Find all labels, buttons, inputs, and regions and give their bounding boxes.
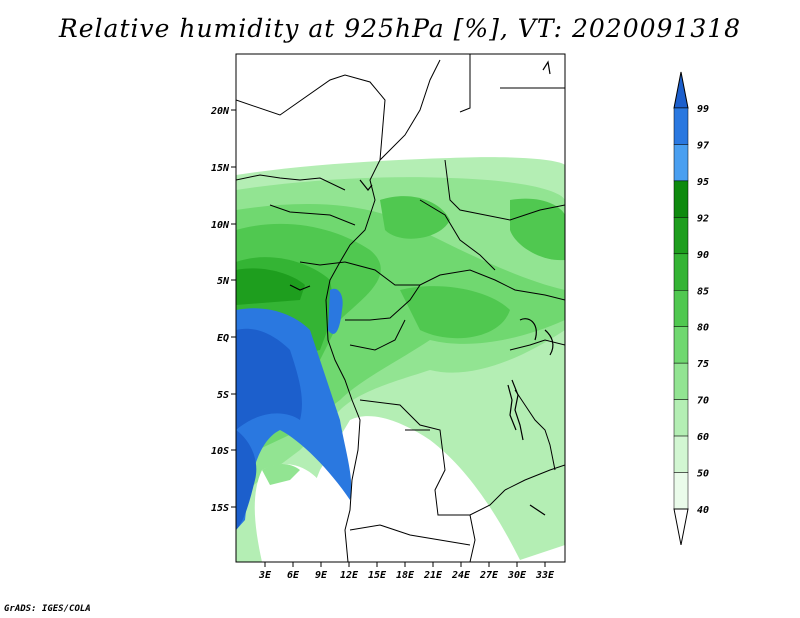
colorbar-label: 99 bbox=[697, 104, 709, 115]
colorbar-segment bbox=[673, 399, 689, 437]
lon-tick-label: 33E bbox=[535, 570, 555, 581]
lat-tick-label: EQ bbox=[217, 333, 229, 344]
lon-tick-label: 27E bbox=[479, 570, 499, 581]
colorbar-label: 95 bbox=[697, 177, 709, 188]
colorbar-label: 90 bbox=[697, 250, 709, 261]
colorbar-label: 92 bbox=[697, 213, 709, 224]
colorbar-segment bbox=[673, 472, 689, 510]
colorbar-label: 97 bbox=[697, 140, 709, 151]
map-title: Relative humidity at 925hPa [%], VT: 202… bbox=[58, 14, 742, 43]
colorbar-segment bbox=[673, 508, 689, 546]
lat-tick-label: 5N bbox=[217, 276, 230, 287]
lon-tick-label: 12E bbox=[340, 570, 359, 581]
colorbar-label: 75 bbox=[697, 359, 709, 370]
lon-tick-label: 15E bbox=[368, 570, 387, 581]
colorbar-label: 70 bbox=[697, 396, 709, 407]
lon-tick-label: 24E bbox=[451, 570, 471, 581]
lat-tick-label: 10N bbox=[211, 220, 230, 231]
lon-tick-label: 18E bbox=[396, 570, 415, 581]
colorbar-segment bbox=[673, 326, 689, 364]
colorbar-segment bbox=[673, 435, 689, 473]
colorbar-label: 60 bbox=[697, 432, 709, 443]
colorbar-segment bbox=[673, 71, 689, 109]
lakes-coast bbox=[289, 60, 554, 516]
lon-tick-label: 9E bbox=[315, 570, 328, 581]
lat-tick-label: 15N bbox=[211, 163, 230, 174]
colorbar-segment bbox=[673, 144, 689, 182]
colorbar-segment bbox=[673, 217, 689, 255]
lat-tick-label: 10S bbox=[211, 446, 229, 457]
colorbar-segment bbox=[673, 107, 689, 145]
country-borders bbox=[236, 54, 565, 562]
credit-label: GrADS: IGES/COLA bbox=[4, 604, 91, 614]
colorbar-segment bbox=[673, 362, 689, 400]
colorbar-label: 50 bbox=[697, 469, 709, 480]
lon-axis: 3E 6E 9E 12E 15E 18E 21E 24E 27E 30E 33E bbox=[258, 562, 555, 581]
colorbar-segment bbox=[673, 253, 689, 291]
colorbar-label: 80 bbox=[697, 323, 709, 334]
colorbar-label: 85 bbox=[697, 286, 709, 297]
lon-tick-label: 30E bbox=[507, 570, 527, 581]
lat-tick-label: 20N bbox=[210, 106, 230, 117]
plot-frame bbox=[235, 53, 566, 563]
colorbar: 99 97 95 92 90 85 80 75 70 60 50 40 bbox=[673, 71, 709, 546]
lat-tick-label: 5S bbox=[217, 390, 229, 401]
lat-tick-label: 15S bbox=[211, 503, 229, 514]
lon-tick-label: 3E bbox=[258, 570, 272, 581]
colorbar-segment bbox=[673, 290, 689, 327]
lon-tick-label: 6E bbox=[287, 570, 300, 581]
lon-tick-label: 21E bbox=[423, 570, 443, 581]
colorbar-segment bbox=[673, 180, 689, 218]
lat-axis: 20N 15N 10N 5N EQ 5S 10S 15S bbox=[210, 106, 236, 514]
colorbar-label: 40 bbox=[697, 505, 709, 516]
